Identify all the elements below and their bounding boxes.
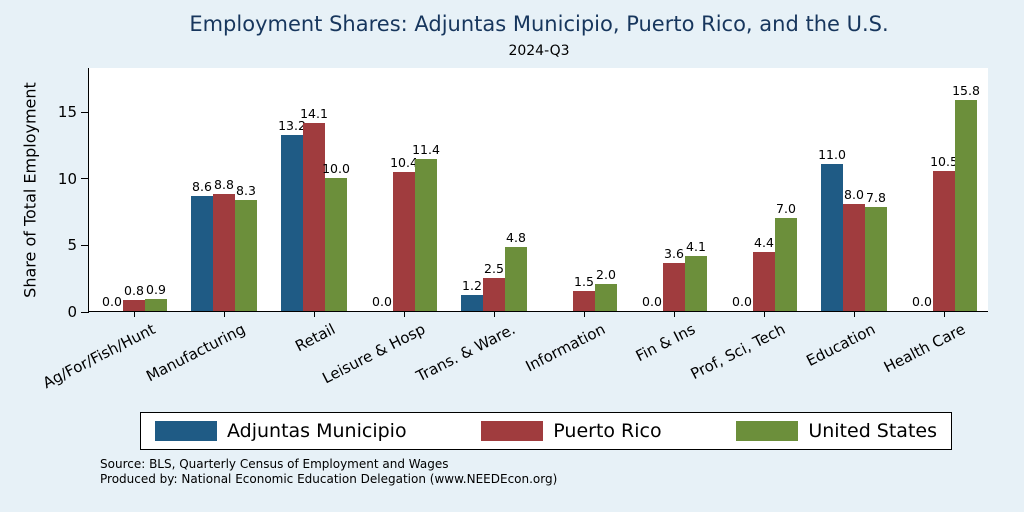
x-axis-label: Retail — [292, 320, 339, 356]
bar — [843, 204, 865, 311]
bar — [213, 193, 235, 311]
x-axis-label: Fin & Ins — [632, 320, 699, 366]
bar-value-label: 8.3 — [236, 183, 256, 199]
bar-value-label: 4.8 — [506, 230, 526, 245]
bar — [325, 177, 347, 311]
x-tick-mark — [583, 312, 585, 317]
y-tick-mark — [81, 178, 89, 180]
bar — [933, 171, 955, 311]
x-axis-label: Health Care — [880, 320, 969, 377]
bar — [573, 291, 595, 311]
legend-swatch-united-states — [736, 421, 799, 441]
bar — [235, 200, 257, 311]
bar — [505, 247, 527, 311]
legend-item-puerto-rico: Puerto Rico — [481, 420, 662, 442]
bar-value-label: 8.0 — [844, 187, 864, 203]
x-tick-mark — [763, 312, 765, 317]
x-axis-label: Leisure & Hosp — [319, 320, 429, 388]
bar — [461, 295, 483, 311]
bar-value-label: 14.1 — [300, 106, 328, 121]
bar — [415, 159, 437, 311]
bar-value-label: 4.1 — [686, 239, 706, 255]
bar — [955, 100, 977, 311]
bar-value-label: 8.8 — [214, 176, 234, 192]
bar-value-label: 0.9 — [146, 282, 166, 297]
source-notes: Source: BLS, Quarterly Census of Employm… — [100, 457, 557, 487]
y-tick-mark — [81, 244, 89, 246]
y-tick-label: 5 — [67, 236, 77, 255]
x-tick-mark — [943, 312, 945, 317]
bar — [753, 252, 775, 311]
x-tick-mark — [853, 312, 855, 317]
bar-value-label: 4.4 — [754, 235, 774, 251]
legend-label-puerto-rico: Puerto Rico — [553, 420, 662, 442]
bar-value-label: 7.8 — [866, 190, 886, 205]
legend-item-adjuntas: Adjuntas Municipio — [155, 420, 407, 442]
x-axis-label: Trans. & Ware. — [413, 320, 519, 386]
legend-swatch-adjuntas — [155, 421, 217, 441]
bar-value-label: 0.0 — [732, 294, 752, 309]
bar — [123, 300, 145, 311]
legend-label-united-states: United States — [808, 420, 937, 442]
x-axis-label: Ag/For/Fish/Hunt — [39, 320, 159, 393]
x-axis-label: Manufacturing — [143, 320, 249, 386]
x-tick-mark — [403, 312, 405, 317]
legend: Adjuntas Municipio Puerto Rico United St… — [140, 412, 952, 450]
x-tick-mark — [313, 312, 315, 317]
x-tick-mark — [493, 312, 495, 317]
bar — [393, 172, 415, 311]
bar — [191, 196, 213, 311]
bar-value-label: 13.2 — [278, 118, 306, 133]
bar-value-label: 0.0 — [912, 294, 932, 309]
bar — [821, 164, 843, 311]
bar-value-label: 7.0 — [776, 200, 796, 216]
legend-swatch-puerto-rico — [481, 421, 544, 441]
bar — [775, 217, 797, 311]
source-line-2: Produced by: National Economic Education… — [100, 472, 558, 486]
bar-value-label: 10.4 — [390, 155, 418, 171]
bar-value-label: 3.6 — [664, 246, 684, 261]
y-tick-mark — [81, 311, 89, 313]
bar-value-label: 8.6 — [192, 179, 212, 195]
bar-value-label: 15.8 — [952, 83, 980, 99]
x-tick-mark — [673, 312, 675, 317]
x-tick-mark — [223, 312, 225, 317]
bar-value-label: 11.4 — [412, 142, 440, 157]
bar — [483, 277, 505, 311]
bar — [595, 284, 617, 311]
source-line-1: Source: BLS, Quarterly Census of Employm… — [100, 457, 449, 471]
bar — [685, 256, 707, 311]
y-tick-label: 15 — [57, 103, 77, 121]
bar-value-label: 11.0 — [818, 147, 846, 163]
y-tick-label: 0 — [67, 303, 77, 321]
bar-value-label: 2.0 — [596, 267, 616, 283]
bar — [865, 207, 887, 311]
chart-subtitle: 2024-Q3 — [508, 43, 570, 59]
bar-value-label: 10.0 — [322, 160, 350, 176]
bar — [303, 123, 325, 311]
x-axis-label: Education — [803, 320, 879, 370]
bar-value-label: 0.0 — [102, 294, 122, 309]
legend-item-united-states: United States — [736, 420, 937, 442]
bar — [663, 263, 685, 311]
bar-value-label: 10.5 — [930, 154, 958, 169]
bar — [145, 299, 167, 311]
bar-value-label: 0.0 — [642, 294, 662, 309]
legend-label-adjuntas: Adjuntas Municipio — [227, 420, 407, 442]
bar-value-label: 0.8 — [124, 283, 144, 299]
bar — [281, 135, 303, 311]
chart-title: Employment Shares: Adjuntas Municipio, P… — [189, 12, 889, 36]
bar-value-label: 2.5 — [484, 260, 504, 276]
y-tick-label: 10 — [57, 169, 77, 188]
bar-value-label: 1.5 — [574, 274, 594, 289]
y-tick-mark — [81, 111, 89, 113]
x-tick-mark — [133, 312, 135, 317]
bar-value-label: 1.2 — [462, 278, 482, 293]
x-axis-label: Information — [522, 320, 609, 376]
bar-value-label: 0.0 — [372, 294, 392, 309]
plot-area: 0 5 10 15 0.0 8.6 13.2 0.0 1.2 0.0 0.0 11.0 0.0 0.8 8.… — [40, 68, 988, 392]
x-axis-label: Prof, Sci, Tech — [687, 320, 789, 384]
